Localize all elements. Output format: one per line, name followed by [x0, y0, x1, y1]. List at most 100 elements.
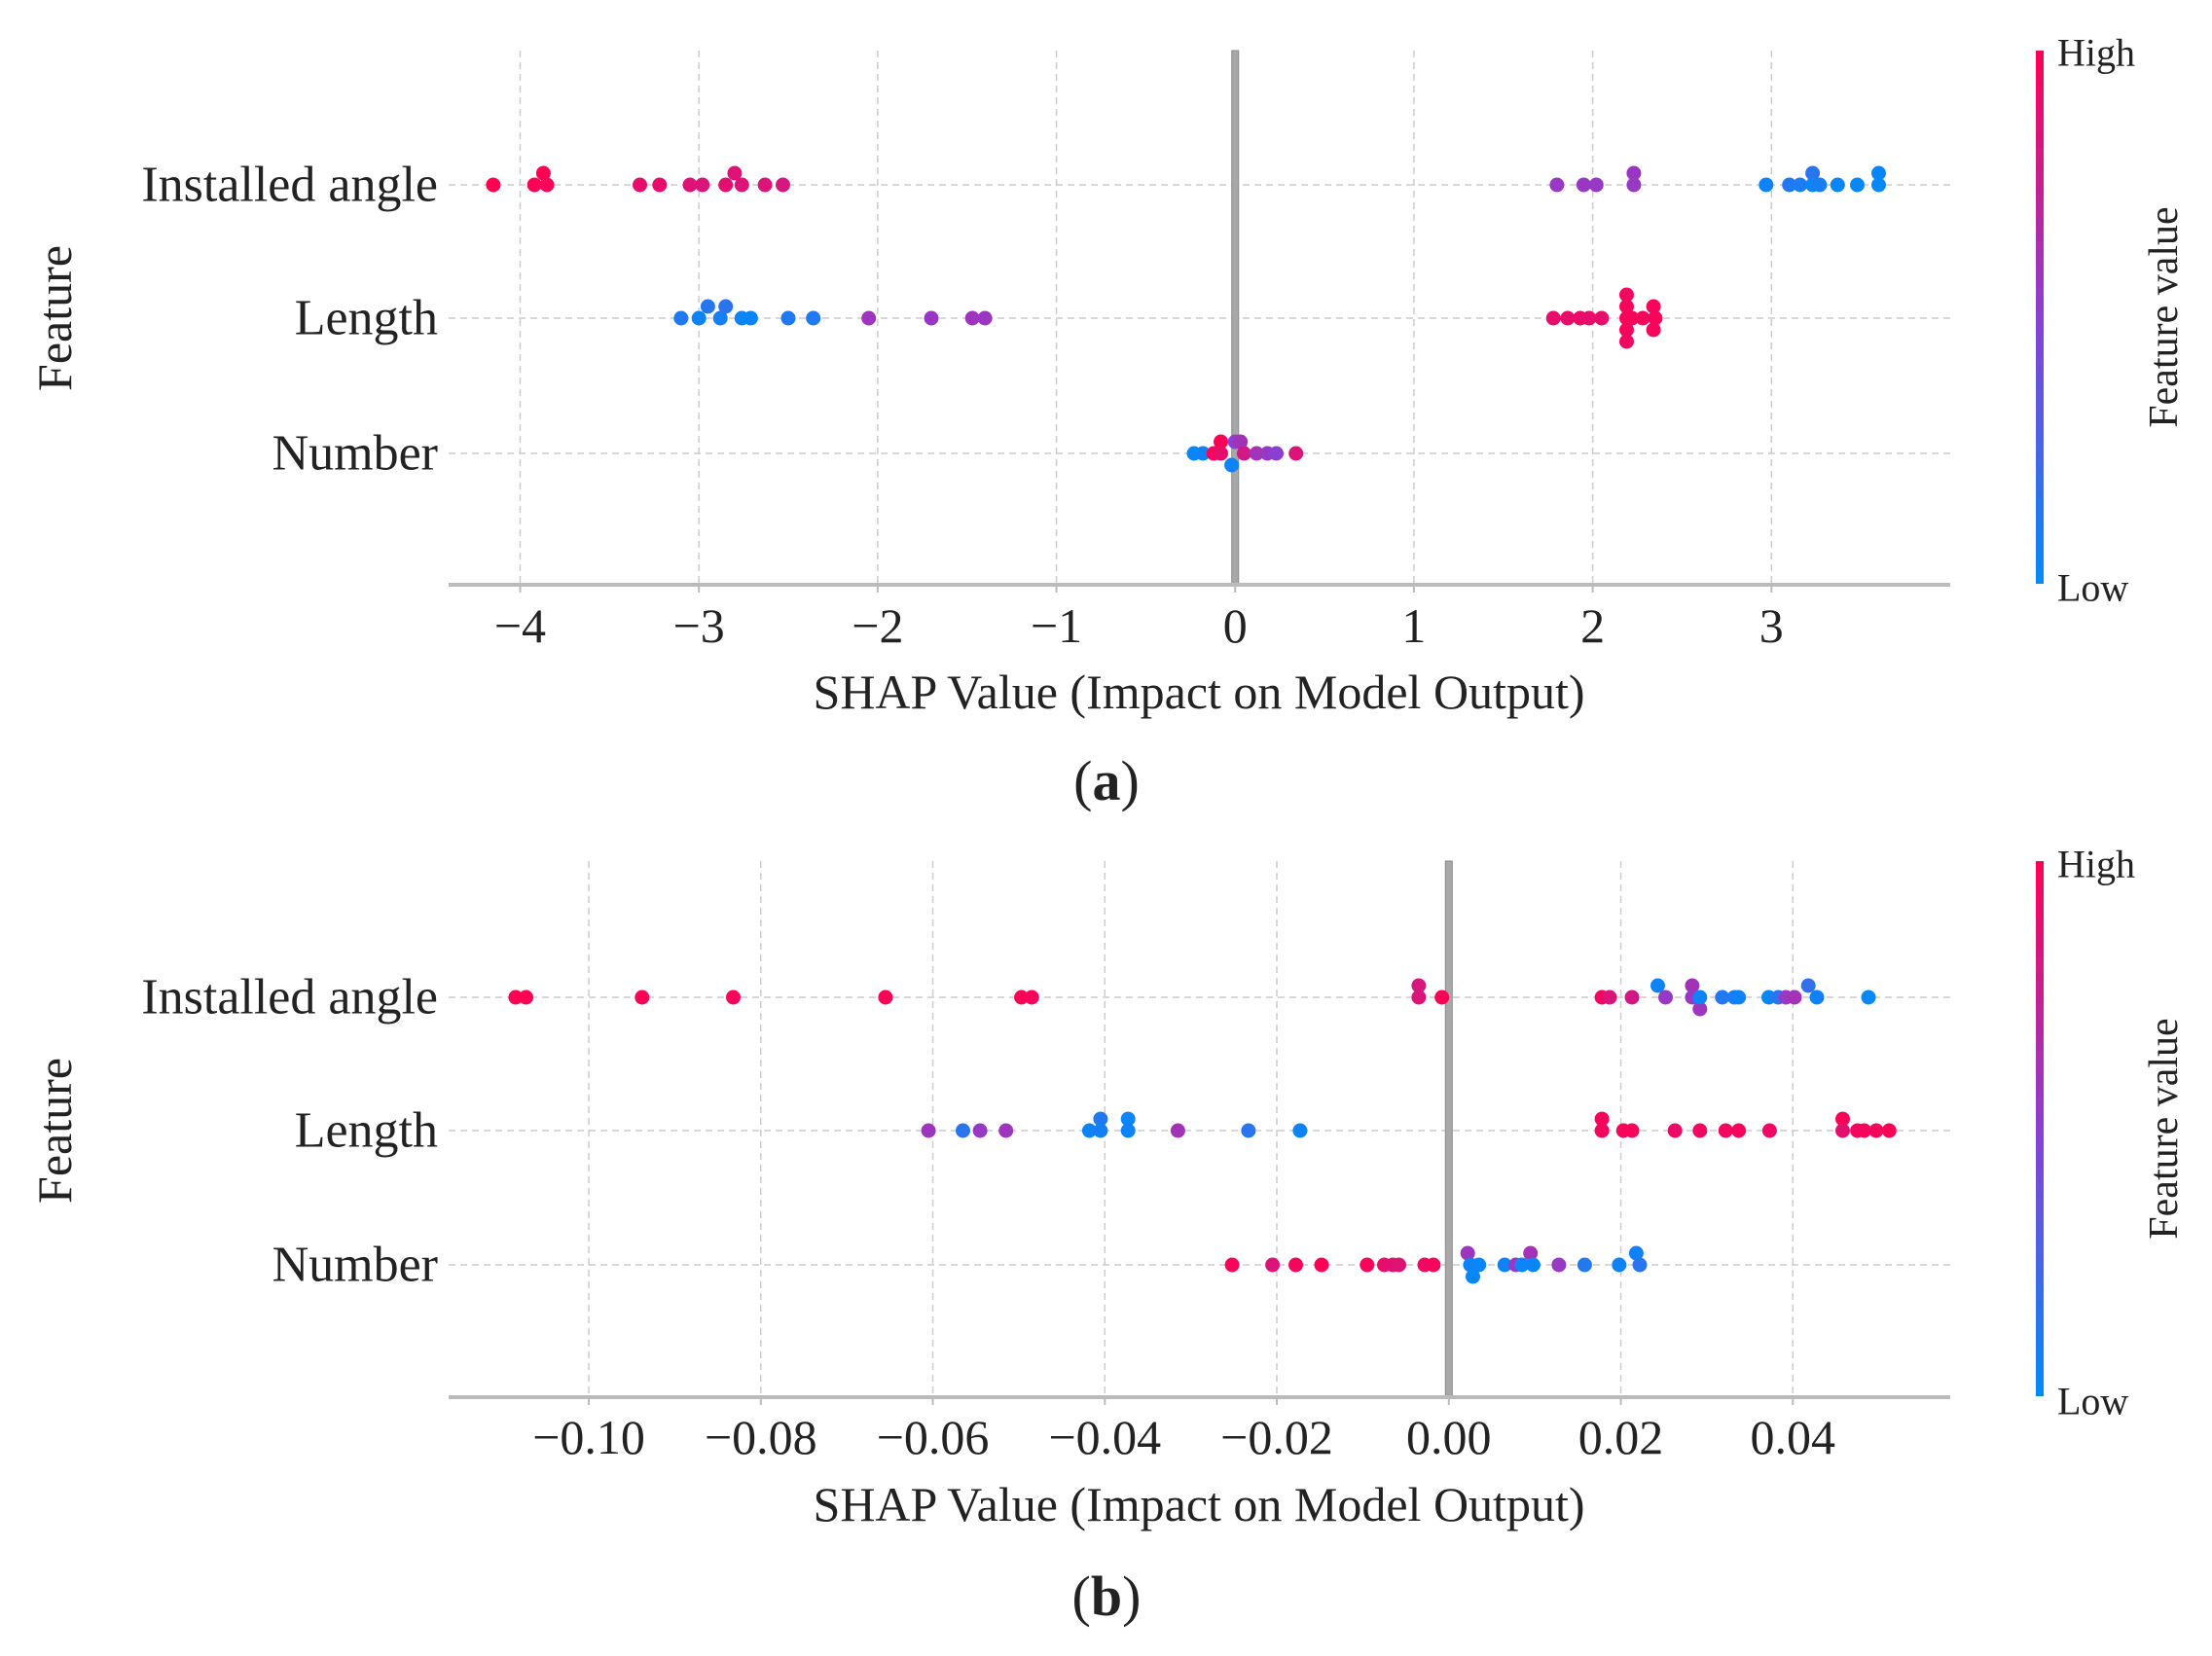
shap-point-installed-angle	[652, 177, 668, 193]
shap-point-installed-angle	[1685, 978, 1700, 993]
shap-point-installed-angle	[682, 177, 698, 193]
shap-point-length	[1667, 1123, 1683, 1138]
x-tick-label: 0.04	[1751, 1410, 1836, 1464]
shap-point-number	[1460, 1245, 1475, 1261]
shap-point-number	[1214, 446, 1228, 461]
panel-label-a: (a)	[1073, 749, 1140, 812]
colorbar-high-label: High	[2057, 843, 2135, 886]
shap-point-length	[1646, 322, 1661, 338]
feature-label-installed-angle: Installed angle	[141, 158, 438, 213]
shap-point-length	[1619, 322, 1634, 338]
y-axis-title: Feature	[27, 245, 82, 391]
shap-point-installed-angle	[695, 177, 710, 193]
x-tick-label: 3	[1759, 598, 1784, 653]
shap-point-length	[1170, 1123, 1185, 1138]
shap-point-installed-angle	[1800, 978, 1816, 993]
x-tick-label: −0.08	[705, 1410, 817, 1464]
x-ticks: −0.10 −0.08 −0.06 −0.04 −0.02 0.00 0.02 0.04	[532, 1397, 1835, 1464]
shap-point-number	[1497, 1257, 1512, 1273]
zero-line	[1444, 860, 1453, 1398]
shap-point-length	[861, 310, 877, 326]
shap-point-installed-angle	[1024, 990, 1039, 1005]
shap-point-installed-angle	[633, 177, 647, 193]
shap-point-installed-angle	[1588, 177, 1604, 193]
shap-point-length	[1635, 310, 1650, 326]
x-tick-label: −2	[852, 598, 903, 653]
shap-point-installed-angle	[1626, 177, 1642, 193]
shap-points	[508, 978, 1897, 1284]
x-tick-label: −0.10	[532, 1410, 645, 1464]
shap-point-length	[972, 1123, 988, 1138]
shap-points	[486, 165, 1886, 473]
shap-point-number	[1525, 1257, 1541, 1273]
shap-point-length	[718, 299, 734, 314]
shap-point-length	[1120, 1111, 1136, 1127]
shap-point-number	[1551, 1257, 1567, 1273]
x-tick-label: −3	[673, 598, 725, 653]
colorbar-title: Feature value	[2142, 1018, 2187, 1239]
shap-point-length	[1594, 310, 1610, 326]
shap-point-installed-angle	[1861, 990, 1876, 1005]
shap-point-installed-angle	[1715, 990, 1730, 1005]
shap-point-number	[1288, 1257, 1303, 1273]
shap-point-length	[1594, 1123, 1610, 1138]
shap-point-installed-angle	[1759, 177, 1774, 193]
shap-point-installed-angle	[1782, 177, 1797, 193]
colorbar-high-label: High	[2057, 31, 2135, 75]
feature-label-length: Length	[295, 291, 438, 346]
shap-point-installed-angle	[1805, 165, 1821, 181]
x-tick-label: −4	[494, 598, 546, 653]
shap-point-length	[1545, 310, 1561, 326]
x-tick-label: −0.02	[1220, 1410, 1333, 1464]
shap-point-length	[1692, 1123, 1708, 1138]
shap-point-installed-angle	[1871, 165, 1886, 181]
shap-point-length	[1868, 1123, 1884, 1138]
shap-point-installed-angle	[508, 990, 524, 1005]
shap-point-length	[1835, 1111, 1850, 1127]
shap-point-length	[1120, 1123, 1136, 1138]
shap-point-length	[1857, 1123, 1872, 1138]
shap-point-length	[924, 310, 939, 326]
x-tick-label: 0	[1223, 598, 1248, 653]
shap-point-number	[1269, 446, 1284, 461]
shap-point-installed-angle	[1650, 978, 1665, 993]
shap-point-number	[1612, 1257, 1627, 1273]
shap-point-length	[1648, 310, 1663, 326]
shap-point-installed-angle	[1787, 990, 1802, 1005]
shap-point-length	[1835, 1123, 1850, 1138]
shap-point-length	[1619, 334, 1634, 349]
feature-label-number: Number	[272, 426, 438, 482]
shap-point-length	[1624, 310, 1640, 326]
shap-point-length	[956, 1123, 970, 1138]
x-tick-label: 1	[1401, 598, 1426, 653]
shap-point-number	[1392, 1257, 1406, 1273]
shap-point-installed-angle	[1576, 177, 1591, 193]
shap-point-number	[1233, 434, 1249, 450]
x-axis-title: SHAP Value (Impact on Model Output)	[814, 1477, 1585, 1531]
shap-point-length	[1761, 1123, 1777, 1138]
shap-point-number	[1236, 446, 1251, 461]
shap-point-installed-angle	[734, 177, 749, 193]
shap-point-installed-angle	[539, 177, 555, 193]
shap-point-installed-angle	[776, 177, 790, 193]
feature-label-installed-angle: Installed angle	[141, 970, 438, 1026]
x-ticks: −4 −3 −2 −1 0 1 2 3	[494, 585, 1784, 653]
shap-point-installed-angle	[1812, 177, 1828, 193]
feature-label-length: Length	[295, 1103, 438, 1159]
panel-b: −0.10 −0.08 −0.06 −0.04 −0.02 0.00 0.02 0.04 In…	[27, 843, 2187, 1629]
shap-point-installed-angle	[718, 177, 734, 193]
shap-point-number	[1523, 1245, 1539, 1261]
shap-point-length	[1718, 1123, 1733, 1138]
shap-point-installed-angle	[1830, 177, 1845, 193]
shap-point-number	[1628, 1245, 1644, 1261]
x-tick-label: 0.02	[1578, 1410, 1664, 1464]
shap-point-length	[1241, 1123, 1256, 1138]
shap-point-number	[1224, 457, 1240, 473]
x-tick-label: −0.04	[1048, 1410, 1161, 1464]
shap-point-installed-angle	[1692, 990, 1708, 1005]
shap-point-installed-angle	[1793, 177, 1808, 193]
shap-point-number	[1632, 1257, 1648, 1273]
shap-point-length	[691, 310, 707, 326]
shap-point-installed-angle	[1850, 177, 1865, 193]
